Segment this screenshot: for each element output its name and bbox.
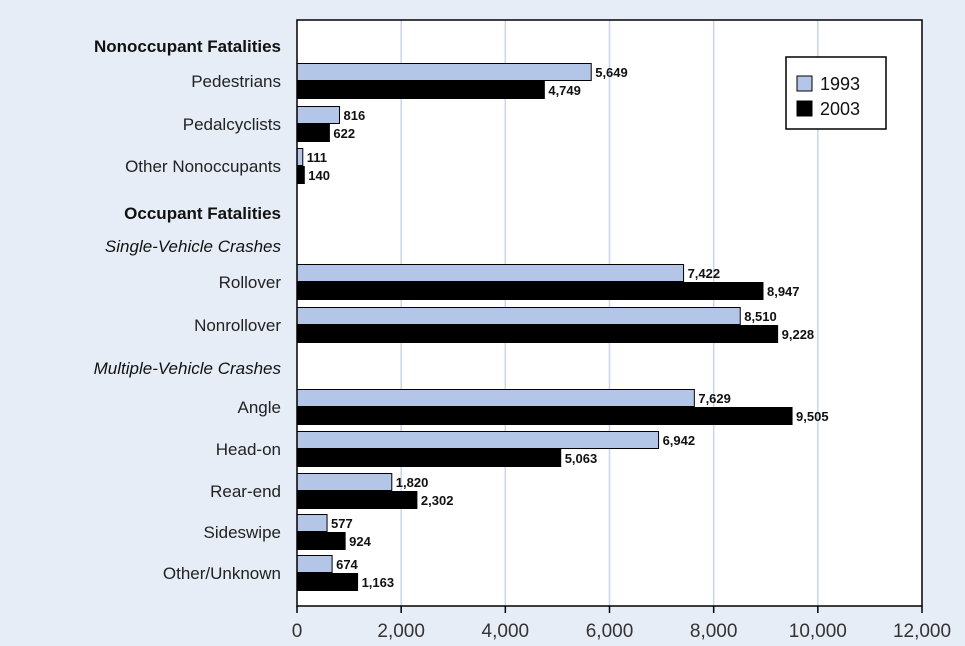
- bar-rear-end-1993: [296, 473, 393, 491]
- value-label-angle-2003: 9,505: [796, 409, 829, 424]
- value-label-angle-1993: 7,629: [698, 391, 731, 406]
- category-label-rear-end: Rear-end: [210, 482, 281, 501]
- category-label-pedestrians: Pedestrians: [191, 72, 281, 91]
- bar-pedestrians-2003: [296, 81, 545, 99]
- value-label-other-unknown-2003: 1,163: [362, 575, 395, 590]
- group-heading-nonoccupant-fatalities: Nonoccupant Fatalities: [94, 37, 281, 56]
- tick-label-8000: 8,000: [690, 621, 738, 642]
- legend-label-1993: 1993: [820, 74, 860, 94]
- value-label-sideswipe-2003: 924: [349, 534, 371, 549]
- bar-other-nonoccupants-2003: [296, 166, 305, 184]
- bar-sideswipe-1993: [296, 514, 328, 532]
- value-label-pedalcyclists-1993: 816: [344, 108, 366, 123]
- value-label-sideswipe-1993: 577: [331, 516, 353, 531]
- bar-angle-2003: [296, 407, 793, 425]
- tick-label-0: 0: [292, 621, 303, 642]
- value-label-nonrollover-1993: 8,510: [744, 309, 777, 324]
- category-label-pedalcyclists: Pedalcyclists: [183, 115, 281, 134]
- x-axis-ticks: 0 2,000 4,000 6,000 8,000 10,000 12,000: [292, 606, 951, 642]
- tick-label-10000: 10,000: [789, 621, 847, 642]
- bar-other-nonoccupants-1993: [296, 148, 304, 166]
- tick-label-4000: 4,000: [482, 621, 530, 642]
- category-label-head-on: Head-on: [216, 440, 281, 459]
- value-label-nonrollover-2003: 9,228: [782, 327, 815, 342]
- value-label-other-unknown-1993: 674: [336, 557, 358, 572]
- bar-nonrollover-2003: [296, 325, 779, 343]
- value-label-pedestrians-1993: 5,649: [595, 65, 628, 80]
- value-label-rear-end-2003: 2,302: [421, 493, 454, 508]
- value-label-head-on-1993: 6,942: [663, 433, 696, 448]
- group-heading-occupant-fatalities: Occupant Fatalities: [124, 204, 281, 223]
- value-label-rear-end-1993: 1,820: [396, 475, 429, 490]
- bar-pedalcyclists-1993: [296, 106, 340, 124]
- legend-swatch-1993: [796, 75, 813, 92]
- bar-head-on-1993: [296, 431, 660, 449]
- category-labels: Nonoccupant Fatalities Pedestrians Pedalcy…: [94, 37, 282, 583]
- bar-pedestrians-1993: [296, 63, 592, 81]
- category-label-rollover: Rollover: [219, 273, 282, 292]
- category-label-angle: Angle: [238, 398, 281, 417]
- bar-rollover-2003: [296, 282, 764, 300]
- bar-pedalcyclists-2003: [296, 124, 330, 142]
- value-label-other-nonoccupants-2003: 140: [308, 168, 330, 183]
- bar-rollover-1993: [296, 264, 685, 282]
- category-label-nonrollover: Nonrollover: [194, 316, 281, 335]
- category-label-sideswipe: Sideswipe: [204, 523, 282, 542]
- category-label-other-nonoccupants: Other Nonoccupants: [125, 157, 281, 176]
- tick-label-2000: 2,000: [377, 621, 425, 642]
- group-heading-single-vehicle-crashes: Single-Vehicle Crashes: [105, 237, 282, 256]
- value-label-head-on-2003: 5,063: [565, 451, 598, 466]
- bar-other-unknown-2003: [296, 573, 359, 591]
- plot-frame: [296, 19, 923, 607]
- value-label-pedestrians-2003: 4,749: [548, 83, 581, 98]
- bar-angle-1993: [296, 389, 695, 407]
- legend-label-2003: 2003: [820, 99, 860, 119]
- tick-label-6000: 6,000: [586, 621, 634, 642]
- legend: 1993 2003: [785, 56, 887, 130]
- bar-sideswipe-2003: [296, 532, 346, 550]
- bar-rear-end-2003: [296, 491, 418, 509]
- value-label-rollover-1993: 7,422: [688, 266, 721, 281]
- legend-swatch-2003: [796, 100, 813, 117]
- bar-nonrollover-1993: [296, 307, 741, 325]
- legend-box: [785, 56, 887, 130]
- bars: 5,649 4,749 816 622 111 140 7,422 8,947 8,510 9,2…: [296, 63, 829, 591]
- category-label-other-unknown: Other/Unknown: [163, 564, 281, 583]
- value-label-pedalcyclists-2003: 622: [333, 126, 355, 141]
- value-label-other-nonoccupants-1993: 111: [307, 150, 327, 165]
- tick-label-12000: 12,000: [893, 621, 951, 642]
- bar-head-on-2003: [296, 449, 562, 467]
- group-heading-multiple-vehicle-crashes: Multiple-Vehicle Crashes: [94, 359, 282, 378]
- bar-other-unknown-1993: [296, 555, 333, 573]
- value-label-rollover-2003: 8,947: [767, 284, 800, 299]
